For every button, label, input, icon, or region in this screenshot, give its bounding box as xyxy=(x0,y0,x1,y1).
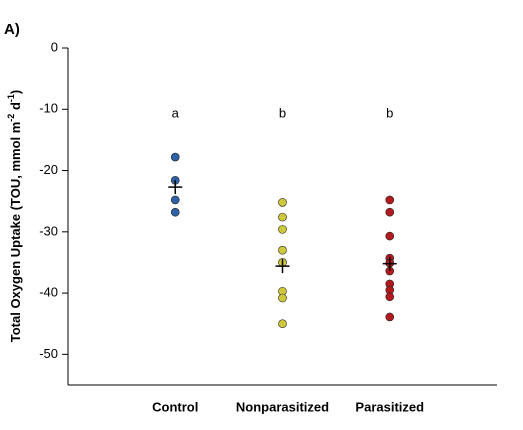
data-point xyxy=(170,152,180,162)
x-tick-label: Nonparasitized xyxy=(236,399,329,414)
x-tick-label: Control xyxy=(152,399,198,414)
data-point xyxy=(278,245,287,255)
data-point xyxy=(170,195,180,205)
y-title-superscript: -2 xyxy=(6,114,16,122)
data-point xyxy=(278,198,287,207)
y-tick-label: -30 xyxy=(39,223,58,238)
panel-label: A) xyxy=(4,21,20,38)
data-point xyxy=(385,292,395,302)
y-title-superscript: -1 xyxy=(6,94,16,102)
data-point xyxy=(385,195,395,205)
y-title-part: Total Oxygen Uptake (TOU, mmol m xyxy=(8,122,23,343)
data-point xyxy=(385,207,395,217)
significance-letter: b xyxy=(279,106,286,121)
data-point xyxy=(278,225,287,234)
y-tick-label: -10 xyxy=(39,101,58,116)
data-point xyxy=(278,319,287,329)
significance-letter: a xyxy=(172,106,180,121)
data-point xyxy=(278,293,287,303)
significance-letter: b xyxy=(386,106,393,121)
y-tick-label: -40 xyxy=(39,285,58,300)
y-axis-title: Total Oxygen Uptake (TOU, mmol m-2 d-1) xyxy=(6,90,23,343)
y-tick-label: 0 xyxy=(51,39,58,54)
data-point xyxy=(385,231,395,241)
data-point xyxy=(170,207,180,217)
y-title-part: ) xyxy=(8,90,23,94)
data-point xyxy=(385,312,395,322)
y-tick-label: -50 xyxy=(39,346,58,361)
data-point xyxy=(278,212,287,222)
x-tick-label: Parasitized xyxy=(355,399,424,414)
y-tick-label: -20 xyxy=(39,162,58,177)
y-title-part: d xyxy=(8,102,23,114)
